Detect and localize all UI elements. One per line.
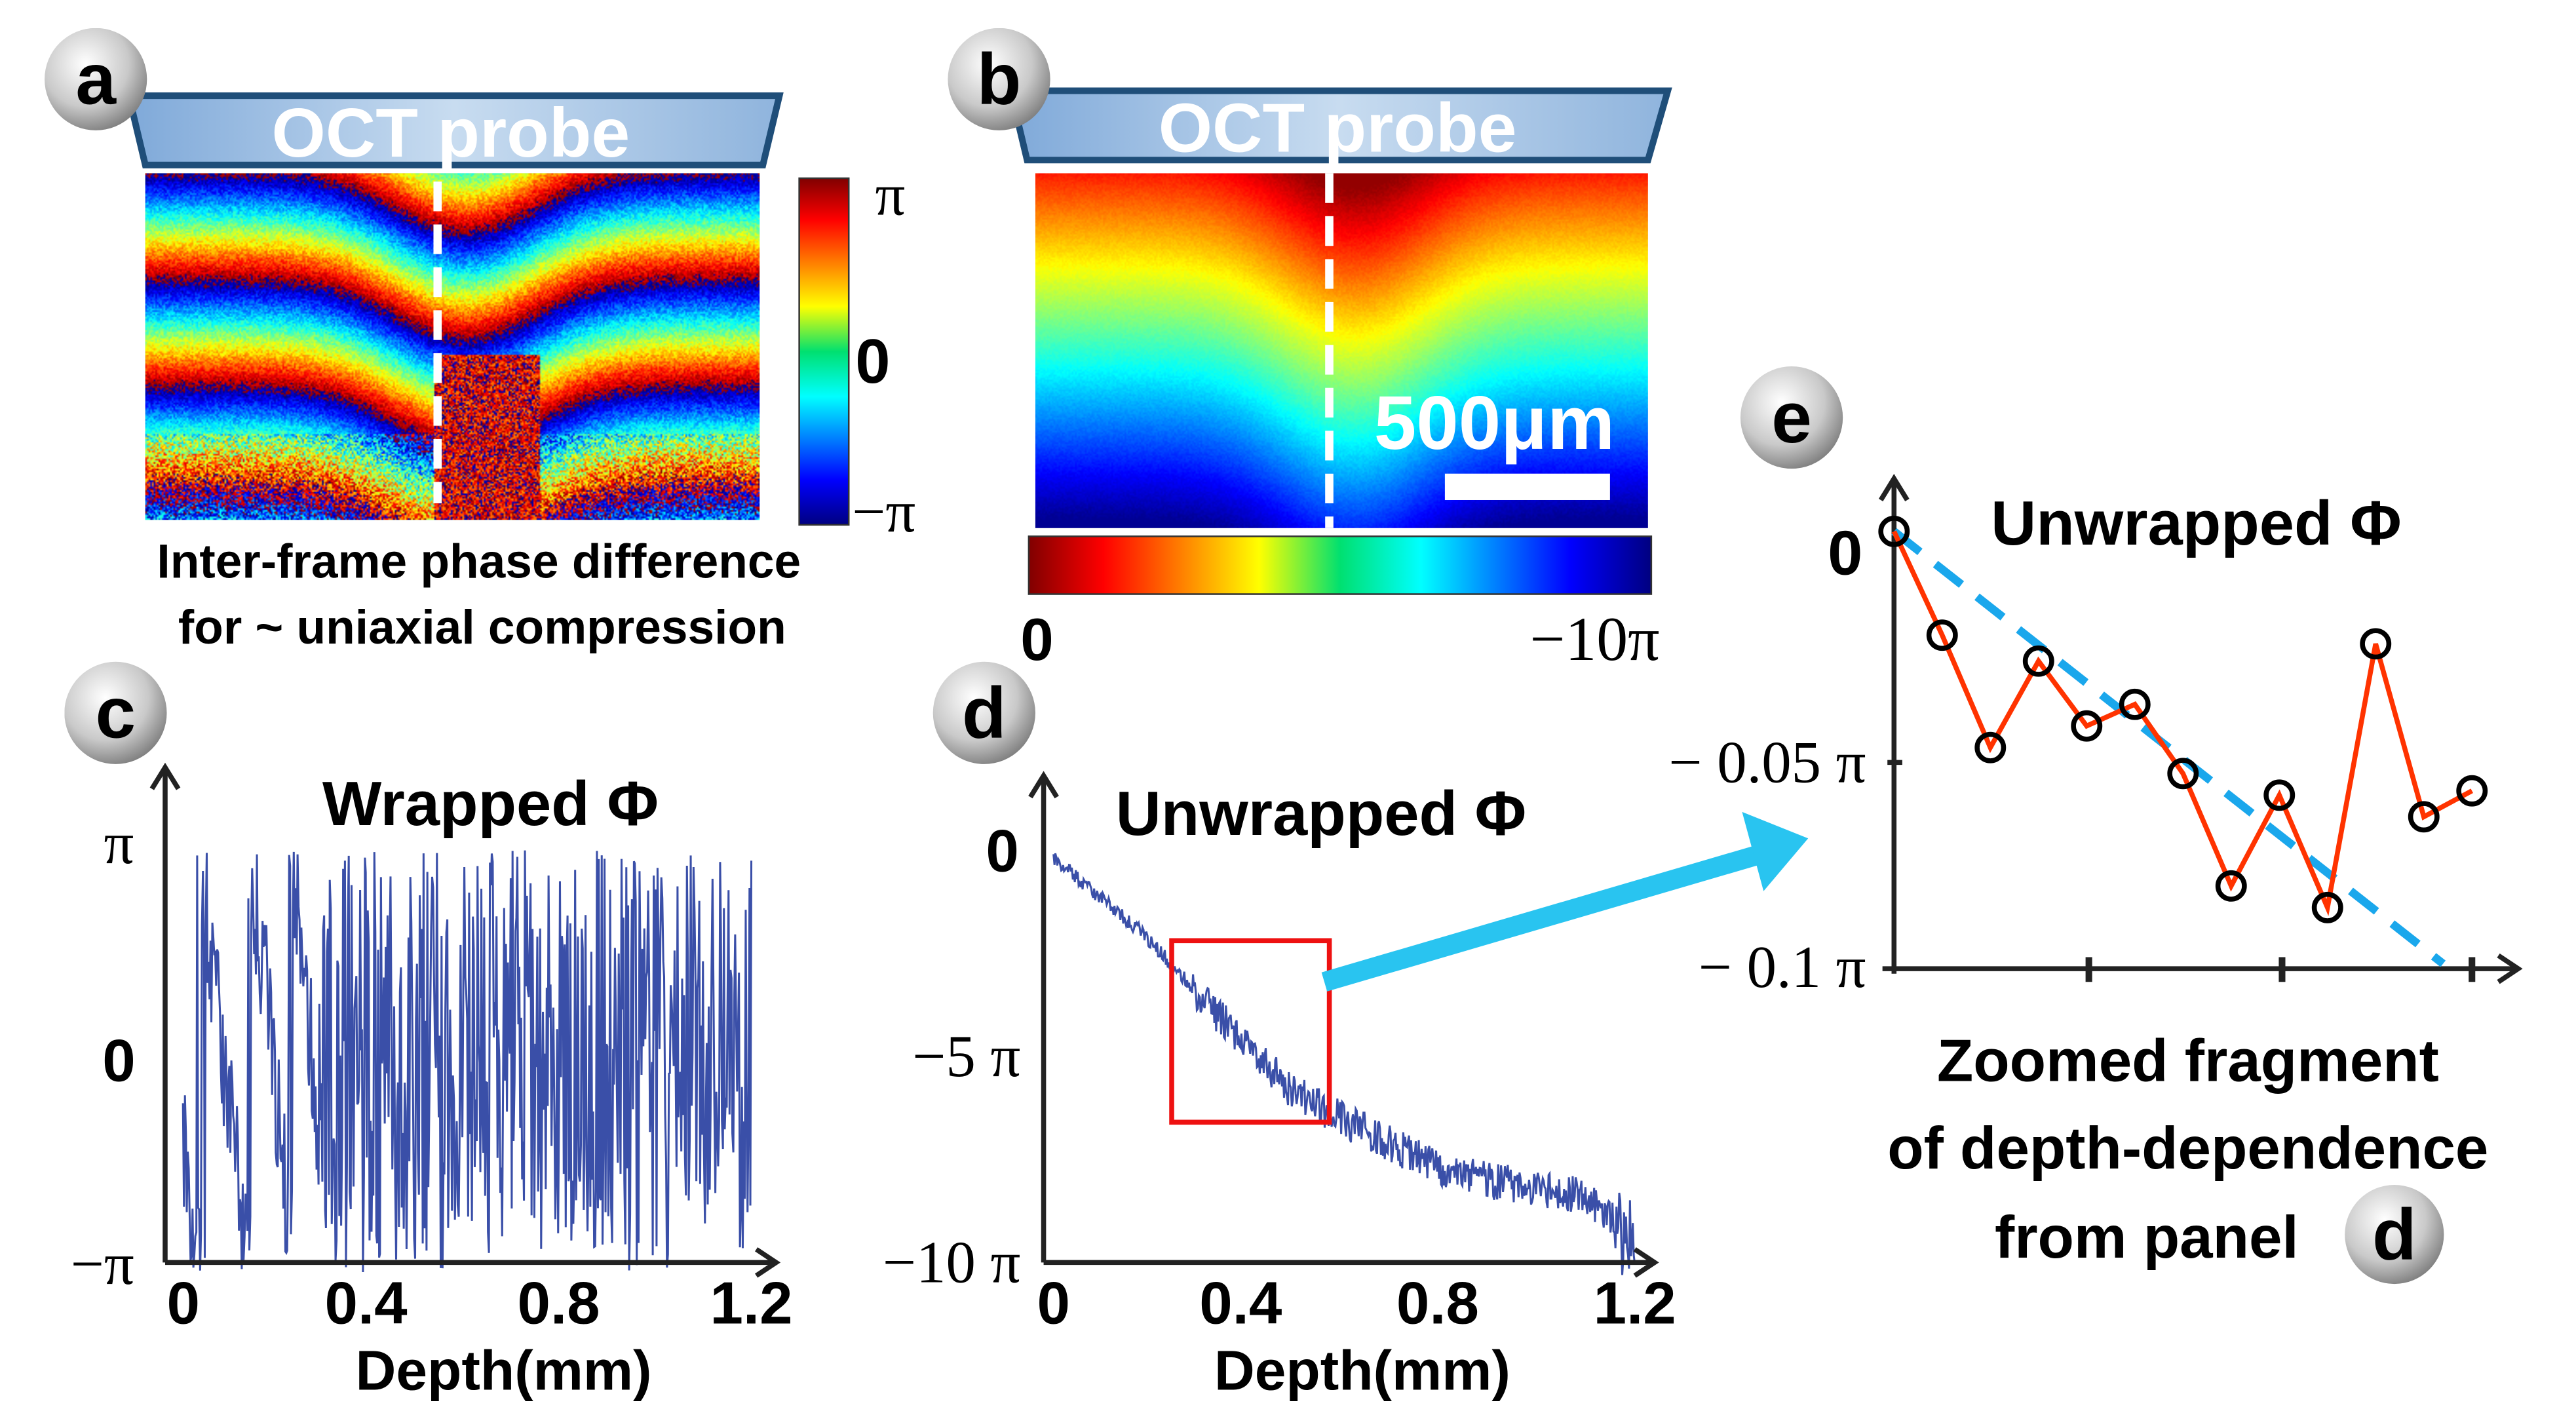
e-ytick-0: 0 bbox=[1828, 518, 1862, 588]
zoom-arrow bbox=[1321, 840, 1778, 992]
caption-a-line2: for ~ uniaxial compression bbox=[178, 601, 786, 654]
e-data-point bbox=[2456, 775, 2488, 807]
c-xtick-label: 0.8 bbox=[518, 1271, 600, 1337]
unwrapped-phase-trace bbox=[1052, 853, 1636, 1275]
e-x-axis-arrow bbox=[2497, 953, 2523, 984]
c-x-axis-arrow bbox=[755, 1247, 781, 1278]
zoom-arrow-head bbox=[1742, 811, 1809, 891]
colorbar-b bbox=[1028, 535, 1653, 595]
c-ytick-0: 0 bbox=[102, 1028, 135, 1094]
colorbar-b-min: 0 bbox=[1020, 607, 1053, 673]
d-xtick-label: 0.4 bbox=[1199, 1271, 1282, 1337]
e-data-point bbox=[1878, 515, 1910, 547]
panel-b: OCT probe 500μm 0 −10π b bbox=[948, 28, 1672, 674]
panel-a: OCT probe π 0 −π Inter-frame phase diffe… bbox=[45, 28, 915, 654]
colorbar-b-max: −10π bbox=[1529, 604, 1659, 674]
caption-e-line2: of depth-dependence bbox=[1887, 1115, 2488, 1182]
c-y-axis-arrow bbox=[149, 762, 181, 790]
colorbar-a-min: −π bbox=[852, 478, 915, 545]
e-data-point bbox=[2263, 779, 2296, 811]
e-data-point bbox=[2408, 801, 2440, 833]
d-title: Unwrapped Φ bbox=[1116, 779, 1527, 849]
panel-letter-a: a bbox=[75, 39, 117, 120]
d-ytick-10pi: −10 π bbox=[883, 1229, 1020, 1296]
d-xlabel: Depth(mm) bbox=[1214, 1339, 1510, 1402]
e-data-point bbox=[2071, 710, 2103, 742]
c-xtick-label: 1.2 bbox=[710, 1271, 792, 1337]
panel-c: c Wrapped Φ π 0 −π 0 0.4 0.8 1.2 Depth(mm) bbox=[64, 661, 793, 1402]
panel-label-a-badge bbox=[45, 28, 147, 130]
e-data-point bbox=[2215, 870, 2247, 902]
panel-e: e Unwrapped Φ 0 − 0.05 π − 0.1 π Zoomed … bbox=[1668, 366, 2523, 1285]
caption-e-line3: from panel bbox=[1995, 1205, 2299, 1271]
panel-letter-c: c bbox=[96, 673, 136, 754]
caption-ref-d: d bbox=[2372, 1194, 2417, 1275]
panel-letter-e: e bbox=[1771, 377, 1812, 458]
e-title: Unwrapped Φ bbox=[1991, 488, 2402, 558]
e-data-point bbox=[2360, 628, 2392, 660]
oct-probe-b bbox=[1006, 87, 1672, 164]
d-x-axis-arrow bbox=[1633, 1247, 1659, 1278]
c-xlabel: Depth(mm) bbox=[356, 1339, 652, 1402]
scale-bar bbox=[1444, 473, 1610, 500]
zoomed-phase-line bbox=[1891, 530, 2474, 916]
panel-letter-b: b bbox=[977, 39, 1022, 120]
panel-label-b-badge bbox=[948, 28, 1050, 130]
panel-label-d-badge bbox=[932, 661, 1035, 764]
caption-e-line1: Zoomed fragment bbox=[1937, 1028, 2439, 1094]
e-ytick-005: − 0.05 π bbox=[1668, 729, 1866, 796]
d-xtick-label: 1.2 bbox=[1594, 1271, 1676, 1337]
colorbar-a-mid: 0 bbox=[855, 326, 890, 396]
wrapped-phase-trace bbox=[182, 850, 753, 1272]
d-ytick-5pi: −5 π bbox=[912, 1023, 1020, 1089]
d-xtick-label: 0 bbox=[1037, 1271, 1069, 1337]
d-xtick-label: 0.8 bbox=[1396, 1271, 1479, 1337]
colorbar-a-max: π bbox=[875, 161, 906, 227]
panel-label-e-badge bbox=[1740, 366, 1843, 469]
e-y-axis-arrow bbox=[1878, 474, 1910, 501]
e-data-point bbox=[2167, 758, 2199, 790]
caption-a-line1: Inter-frame phase difference bbox=[157, 535, 801, 588]
e-data-point bbox=[2119, 688, 2151, 720]
caption-ref-badge bbox=[2345, 1185, 2444, 1285]
e-ytick-01: − 0.1 π bbox=[1699, 934, 1866, 1000]
scale-bar-label: 500μm bbox=[1374, 380, 1615, 465]
c-title: Wrapped Φ bbox=[322, 769, 659, 839]
c-ytick-pi: π bbox=[104, 810, 134, 876]
probe-label-b: OCT probe bbox=[1159, 90, 1517, 167]
d-ytick-0: 0 bbox=[986, 819, 1018, 885]
e-data-point bbox=[2022, 645, 2054, 677]
oct-probe-a bbox=[125, 92, 784, 168]
e-data-point bbox=[1926, 619, 1958, 651]
c-xtick-label: 0 bbox=[166, 1271, 199, 1337]
trend-dashed-line bbox=[1891, 528, 2446, 967]
d-y-axis-arrow bbox=[1028, 771, 1059, 799]
unwrapped-phase-image bbox=[1035, 173, 1648, 528]
zoom-highlight-box bbox=[1169, 938, 1332, 1125]
panel-letter-d: d bbox=[962, 673, 1007, 754]
panel-label-c-badge bbox=[64, 661, 167, 764]
c-xtick-label: 0.4 bbox=[325, 1271, 408, 1337]
phase-difference-image bbox=[145, 173, 760, 520]
panel-d: d Unwrapped Φ 0 −5 π −10 π 0 0.4 0.8 1.2 De… bbox=[883, 661, 1809, 1402]
c-ytick-minus-pi: −π bbox=[71, 1231, 134, 1297]
e-data-point bbox=[2311, 891, 2343, 923]
probe-label-a: OCT probe bbox=[272, 94, 630, 172]
colorbar-a bbox=[798, 177, 850, 526]
e-data-point bbox=[1974, 731, 2007, 763]
